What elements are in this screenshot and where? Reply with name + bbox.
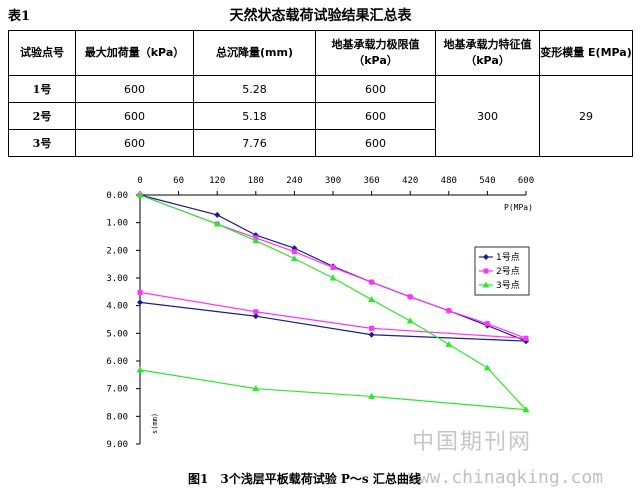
row-settlement: 5.18 [193, 102, 316, 130]
x-tick-label: 360 [363, 176, 379, 186]
x-tick-label: 600 [518, 176, 534, 186]
data-point-triangle [368, 296, 376, 303]
row-ultimate: 600 [315, 75, 436, 103]
y-tick-label: 0.00 [106, 191, 128, 201]
data-point-diamond [483, 254, 489, 260]
y-tick-label: 5.00 [106, 329, 128, 339]
header-characteristic: 地基承载力特征值（kPa） [435, 30, 540, 76]
y-tick-label: 9.00 [106, 440, 128, 450]
row-max-load: 600 [75, 102, 194, 130]
characteristic-value-cell: 300 [435, 75, 540, 157]
table-header-row: 试验点号 最大加荷量（kPa） 总沉降量(mm) 地基承载力极限值（kPa） 地… [8, 30, 633, 76]
data-point-diamond [137, 299, 143, 306]
data-point-triangle [482, 281, 490, 288]
data-point-triangle [213, 220, 221, 227]
figure-caption: 图1 3个浅层平板载荷试验 P～s 汇总曲线 [188, 472, 421, 486]
data-point-square [483, 268, 489, 274]
series-2-loading-line [139, 194, 527, 339]
data-point-square [484, 321, 490, 327]
data-point-triangle [136, 366, 144, 373]
results-table: 试验点号 最大加荷量（kPa） 总沉降量(mm) 地基承载力极限值（kPa） 地… [8, 30, 633, 157]
x-tick-label: 60 [173, 176, 184, 186]
x-tick-label: 420 [402, 176, 418, 186]
data-point-square [369, 279, 375, 285]
x-tick-label: 180 [248, 176, 264, 186]
data-point-triangle [290, 255, 298, 262]
data-point-square [523, 335, 529, 341]
row-point: 1号 [8, 75, 76, 103]
watermark-url: www.chinaqking.com [408, 467, 604, 488]
row-ultimate: 600 [315, 102, 436, 130]
data-point-square [446, 308, 452, 314]
data-point-diamond [252, 313, 259, 320]
row-ultimate: 600 [315, 129, 436, 157]
x-tick-label: 120 [209, 176, 225, 186]
data-point-square [330, 264, 336, 270]
row-settlement: 7.76 [193, 129, 316, 157]
data-point-square [291, 249, 297, 255]
header-point: 试验点号 [8, 30, 76, 76]
data-point-square [253, 309, 259, 315]
y-tick-label: 6.00 [106, 357, 128, 367]
table-row: 2号 600 5.18 600 [8, 102, 633, 130]
series-3-loading-line [139, 194, 527, 411]
data-point-triangle [136, 191, 144, 198]
x-tick-label: 540 [479, 176, 495, 186]
data-point-triangle [329, 274, 337, 281]
data-point-triangle [406, 317, 414, 324]
data-point-diamond [368, 331, 375, 338]
legend-label: 2号点 [496, 266, 520, 277]
y-tick-label: 4.00 [106, 302, 128, 312]
table-label: 表1 [8, 9, 31, 24]
y-tick-label: 2.00 [106, 246, 128, 256]
legend-label: 3号点 [496, 280, 520, 291]
data-point-diamond [214, 211, 221, 218]
data-point-square [369, 325, 375, 331]
x-axis-title: P(MPa) [504, 203, 533, 212]
data-point-square [407, 294, 413, 300]
row-point: 3号 [8, 129, 76, 157]
header-ultimate: 地基承载力极限值（kPa） [315, 30, 436, 76]
series-1-unloading-line [139, 301, 527, 342]
row-settlement: 5.28 [193, 75, 316, 103]
data-point-triangle [252, 385, 260, 392]
y-tick-label: 8.00 [106, 412, 128, 422]
table-row: 3号 600 7.76 600 [8, 129, 633, 157]
data-point-triangle [252, 237, 260, 244]
data-point-triangle [483, 364, 491, 371]
series-2-unloading-line [139, 291, 527, 339]
header-modulus: 变形模量 E(MPa) [539, 30, 633, 76]
watermark-text: 中国期刊网 [412, 430, 533, 455]
x-tick-label: 0 [137, 176, 142, 186]
y-axis-title: s(mm) [151, 413, 159, 434]
data-point-square [137, 289, 143, 295]
y-tick-label: 3.00 [106, 274, 128, 284]
series-3-unloading-line [139, 369, 527, 411]
legend-label: 1号点 [496, 252, 520, 263]
row-max-load: 600 [75, 75, 194, 103]
p-s-curve-chart: 0 60 120 180 240 300 360 420 480 540 600 0.00 1.00 2.… [106, 176, 534, 450]
table-title: 天然状态载荷试验结果汇总表 [229, 8, 412, 24]
row-point: 2号 [8, 102, 76, 130]
header-max-load: 最大加荷量（kPa） [75, 30, 194, 76]
x-tick-label: 300 [325, 176, 341, 186]
data-point-triangle [522, 406, 530, 413]
row-max-load: 600 [75, 129, 194, 157]
header-settlement: 总沉降量(mm) [193, 30, 316, 76]
data-point-triangle [368, 392, 376, 399]
table-row: 1号 600 5.28 600 300 29 [8, 75, 633, 157]
data-point-triangle [445, 340, 453, 347]
y-tick-label: 1.00 [106, 219, 128, 229]
x-tick-label: 240 [286, 176, 302, 186]
deformation-modulus-cell: 29 [539, 75, 633, 157]
x-tick-label: 480 [441, 176, 457, 186]
y-tick-label: 7.00 [106, 385, 128, 395]
